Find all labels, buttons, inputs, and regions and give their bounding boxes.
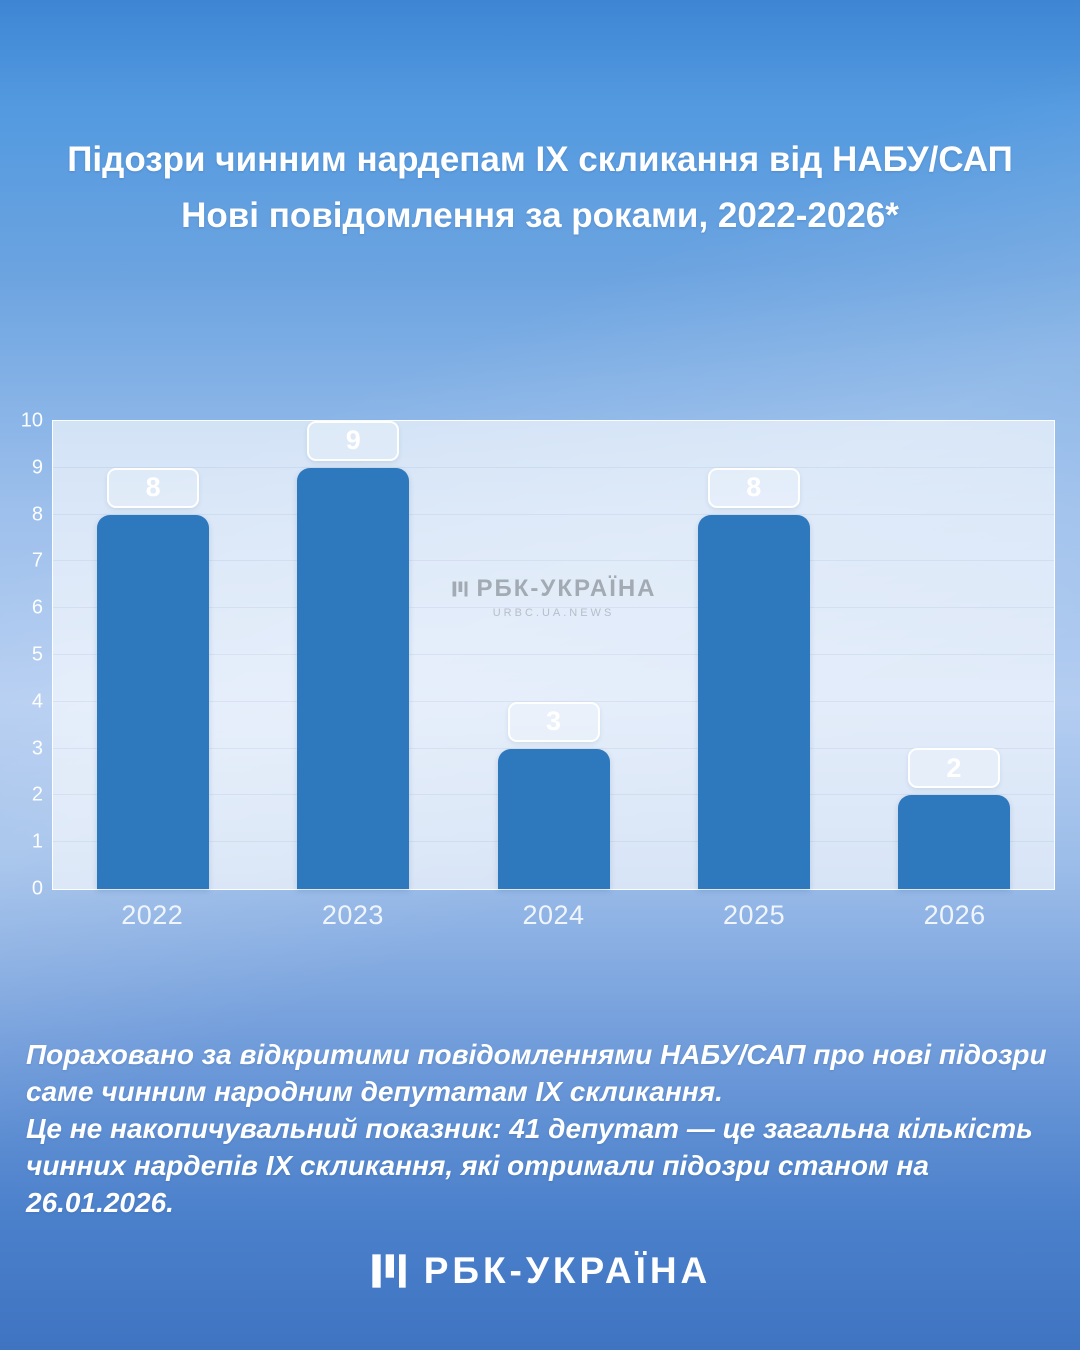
chart-title: Підозри чинним нардепам IX скликання від…	[67, 140, 1013, 179]
brand-name: РБК-УКРАЇНА	[423, 1250, 712, 1291]
bar-column: 8	[53, 421, 253, 889]
value-label-2025: 8	[707, 467, 800, 508]
chart-subtitle: Нові повідомлення за роками, 2022-2026*	[181, 196, 899, 235]
y-tick-label: 10	[20, 409, 43, 432]
rbc-logo-icon	[372, 1254, 406, 1288]
x-tick-label: 2025	[723, 900, 786, 930]
plot-area: 0 1 2 3 4 5 6 7 8 9 10 РБК-УКРАЇНА urbc.ua.news 89…	[21, 410, 1055, 900]
bar-2023	[297, 467, 410, 889]
y-tick-label: 5	[31, 643, 43, 666]
bars-container: 8 9 3 8 2	[53, 420, 1054, 889]
x-tick-label: 2026	[923, 900, 986, 930]
value-label-2022: 8	[107, 467, 200, 508]
gridline	[53, 747, 1054, 749]
y-tick-label: 7	[31, 549, 43, 572]
footnote-line: Пораховано за відкритими повідомленнями …	[26, 1039, 1047, 1070]
x-tick-label: 2022	[121, 900, 184, 930]
gridline	[53, 560, 1054, 562]
bar-2022	[97, 514, 210, 889]
x-axis-labels: 2022 2023 2024 2025 2026	[52, 900, 1055, 931]
title-block: Підозри чинним нардепам IX скликання від…	[0, 132, 1080, 244]
bar-column: 9	[253, 420, 453, 889]
x-tick-label: 2023	[321, 900, 384, 930]
value-label-2026: 2	[907, 748, 1000, 789]
y-tick-label: 3	[31, 737, 43, 760]
y-tick-label: 6	[31, 596, 43, 619]
y-tick-label: 2	[31, 783, 43, 806]
bar-2025	[697, 514, 810, 889]
bar-column: 3	[453, 421, 653, 889]
value-label-2024: 3	[507, 701, 600, 742]
y-tick-label: 9	[31, 456, 43, 479]
value-label-2023: 9	[307, 420, 400, 461]
gridline	[53, 513, 1054, 515]
footnote: Пораховано за відкритими повідомленнями …	[26, 1036, 1054, 1221]
footnote-line: чинних нардепів IX скликання, які отрима…	[26, 1150, 929, 1218]
bar-2026	[897, 795, 1010, 889]
y-tick-label: 8	[31, 503, 43, 526]
x-tick-label: 2024	[522, 900, 585, 930]
footer-logo: РБК-УКРАЇНА	[0, 1250, 1080, 1292]
footnote-line: саме чинним народним депутатам IX склика…	[26, 1076, 723, 1107]
bar-column: 8	[654, 421, 854, 889]
bar-column: 2	[854, 421, 1054, 889]
gridline	[53, 607, 1054, 609]
y-tick-label: 4	[31, 690, 43, 713]
y-tick-label: 0	[31, 877, 43, 900]
gridline	[53, 700, 1054, 702]
footnote-line: Це не накопичувальний показник: 41 депут…	[26, 1113, 1033, 1144]
bar-2024	[497, 748, 610, 889]
gridline	[53, 654, 1054, 655]
chart: 0 1 2 3 4 5 6 7 8 9 10 РБК-УКРАЇНА urbc.ua.news 89…	[21, 410, 1055, 931]
y-tick-label: 1	[31, 830, 43, 853]
gridline	[53, 466, 1054, 468]
